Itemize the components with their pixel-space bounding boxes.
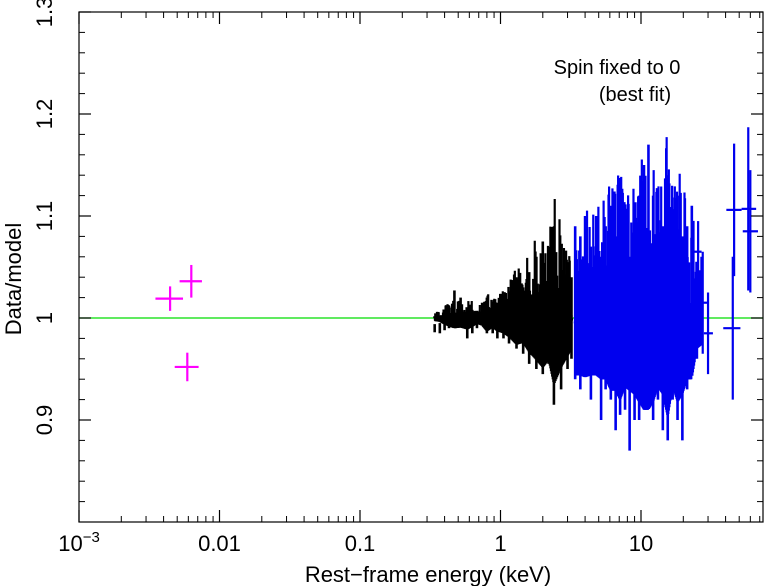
y-tick-label: 1	[32, 312, 57, 324]
y-tick-label: 1.1	[32, 201, 57, 232]
y-tick-label: 1.3	[32, 0, 57, 27]
series-0	[155, 264, 202, 382]
series-1	[433, 198, 574, 405]
x-tick-label: 10	[629, 531, 653, 556]
plot-frame	[78, 11, 764, 523]
x-tick-label: 0.1	[345, 531, 376, 556]
x-tick-label: 1	[494, 531, 506, 556]
y-axis-title: Data/model	[1, 223, 26, 336]
annotation-line-1: Spin fixed to 0	[554, 57, 681, 79]
y-tick-label: 1.2	[32, 99, 57, 130]
y-tick-label: 0.9	[32, 405, 57, 436]
x-axis-title: Rest−frame energy (keV)	[305, 562, 551, 586]
series-2	[573, 127, 758, 451]
annotation-line-2: (best fit)	[599, 84, 671, 106]
x-tick-label: 10−3	[58, 529, 100, 556]
x-tick-label: 0.01	[198, 531, 241, 556]
